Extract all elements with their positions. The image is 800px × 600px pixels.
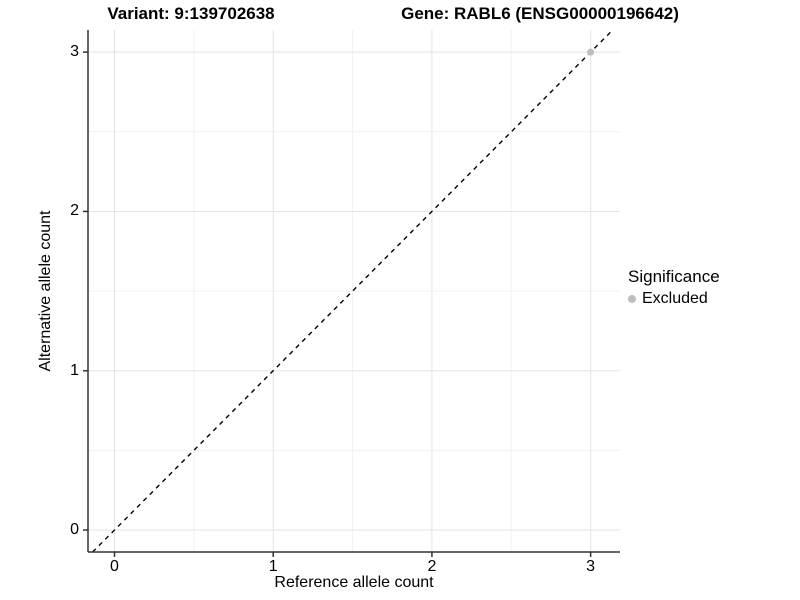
x-axis-title: Reference allele count: [274, 574, 434, 591]
legend-point-icon: [628, 295, 636, 303]
legend-item-excluded: Excluded: [628, 290, 720, 308]
x-tick-label: 1: [268, 558, 278, 575]
legend-title: Significance: [628, 267, 720, 286]
x-tick-label: 2: [427, 558, 437, 575]
y-tick-label: 2: [70, 202, 79, 220]
x-tick-label: 3: [586, 558, 596, 575]
y-tick-label: 0: [70, 521, 79, 539]
plot-panel: [83, 29, 620, 557]
gene-title: Gene: RABL6 (ENSG00000196642): [401, 4, 679, 23]
x-tick-label: 0: [110, 558, 119, 575]
data-point: [587, 48, 595, 56]
variant-title: Variant: 9:139702638: [107, 4, 275, 23]
y-tick-label: 1: [70, 361, 79, 379]
y-axis-title: Alternative allele count: [37, 210, 54, 372]
legend-item-label: Excluded: [642, 290, 708, 307]
identity-line: [92, 29, 614, 553]
y-tick-label: 3: [70, 43, 79, 61]
legend: Significance Excluded: [628, 267, 720, 308]
